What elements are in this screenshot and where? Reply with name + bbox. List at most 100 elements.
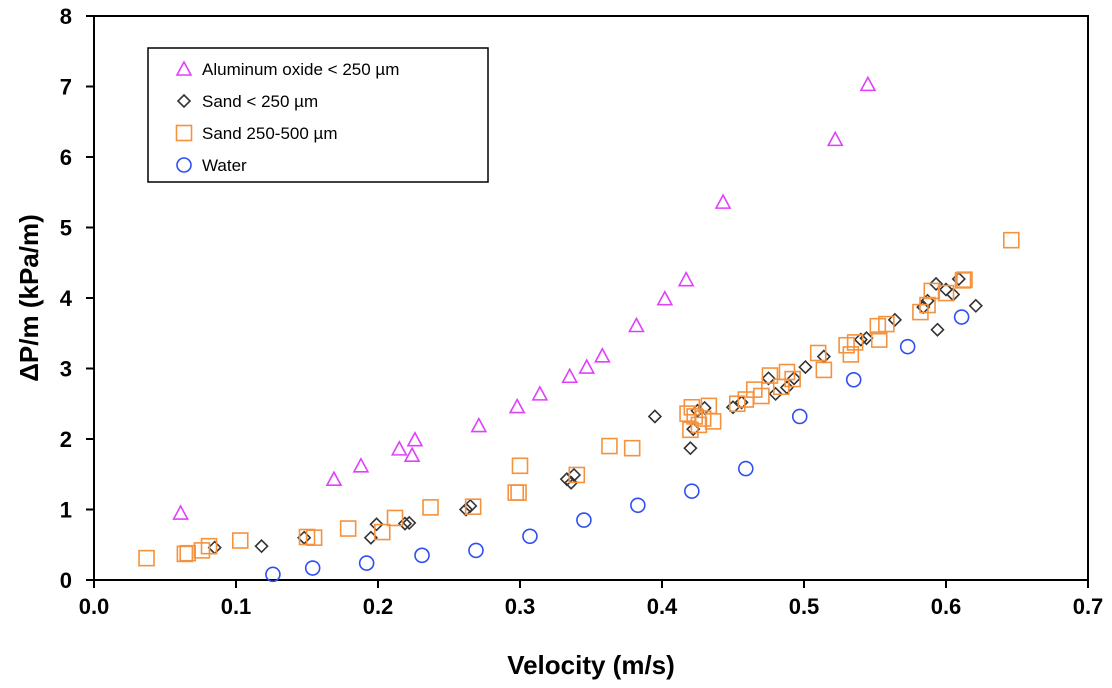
y-tick-label: 2 bbox=[60, 427, 72, 452]
legend-box bbox=[147, 47, 489, 183]
y-tick-label: 7 bbox=[60, 75, 72, 100]
circle-point bbox=[684, 483, 700, 499]
legend-items: Aluminum oxide < 250 µm Sand < 250 µm Sand… bbox=[175, 60, 399, 175]
diamond-point bbox=[761, 371, 776, 386]
triangle-point bbox=[656, 290, 674, 306]
circle-point bbox=[265, 566, 281, 583]
circle-point bbox=[576, 512, 592, 528]
square-point bbox=[138, 549, 155, 567]
diamond-point bbox=[853, 332, 868, 347]
circle-point bbox=[630, 497, 646, 514]
square-point bbox=[809, 344, 827, 362]
circle-point bbox=[737, 460, 754, 477]
x-tick-label: 0.0 bbox=[79, 594, 110, 619]
diamond-point bbox=[397, 516, 413, 531]
data-points bbox=[138, 75, 1020, 583]
square-point bbox=[869, 317, 887, 335]
y-tick-label: 5 bbox=[60, 216, 72, 241]
legend-label: Water bbox=[202, 156, 247, 175]
square-point bbox=[919, 296, 936, 314]
triangle-point bbox=[403, 446, 421, 463]
square-point bbox=[339, 520, 357, 537]
y-tick-label: 8 bbox=[60, 4, 72, 29]
triangle-point bbox=[325, 470, 343, 486]
legend-triangle-marker bbox=[175, 60, 193, 76]
x-tick-label: 0.1 bbox=[221, 594, 252, 619]
square-point bbox=[838, 336, 855, 354]
triangle-point bbox=[561, 367, 579, 384]
x-tick-label: 0.3 bbox=[505, 594, 536, 619]
y-tick-label: 0 bbox=[60, 568, 72, 593]
y-tick-label: 6 bbox=[60, 145, 72, 170]
series-circle bbox=[265, 309, 970, 583]
diamond-point bbox=[930, 322, 945, 337]
square-point bbox=[1003, 231, 1020, 249]
y-axis-ticks: 0 1 2 3 4 5 6 7 8 bbox=[60, 4, 94, 593]
diamond-point bbox=[968, 298, 983, 313]
legend-label: Sand 250-500 µm bbox=[202, 124, 338, 143]
square-point bbox=[956, 271, 973, 288]
triangle-point bbox=[470, 416, 488, 433]
x-tick-label: 0.7 bbox=[1073, 594, 1104, 619]
square-point bbox=[305, 529, 323, 547]
square-point bbox=[846, 334, 864, 351]
legend-label: Aluminum oxide < 250 µm bbox=[202, 60, 399, 79]
triangle-point bbox=[677, 270, 695, 287]
square-point bbox=[694, 410, 712, 427]
circle-point bbox=[358, 555, 375, 571]
circle-point bbox=[899, 338, 916, 355]
diamond-point bbox=[458, 502, 474, 517]
diamond-point bbox=[938, 282, 954, 297]
y-axis-title: ΔP/m (kPa/m) bbox=[14, 214, 44, 382]
square-point bbox=[753, 387, 770, 405]
square-point bbox=[373, 523, 391, 541]
diamond-point bbox=[768, 386, 783, 402]
square-point bbox=[601, 437, 618, 455]
diamond-point bbox=[798, 359, 813, 375]
x-tick-label: 0.4 bbox=[647, 594, 678, 619]
square-point bbox=[878, 315, 895, 333]
square-point bbox=[386, 509, 404, 527]
square-point bbox=[422, 499, 439, 516]
series-triangle bbox=[172, 75, 877, 520]
y-tick-label: 4 bbox=[60, 286, 73, 311]
square-point bbox=[683, 398, 701, 416]
triangle-point bbox=[531, 385, 549, 401]
triangle-point bbox=[390, 440, 408, 456]
diamond-point bbox=[369, 517, 384, 532]
triangle-point bbox=[406, 431, 424, 447]
diamond-point bbox=[786, 371, 802, 386]
square-point bbox=[937, 284, 955, 302]
legend-diamond-marker bbox=[176, 93, 192, 109]
triangle-point bbox=[578, 358, 596, 374]
diamond-point bbox=[887, 312, 903, 327]
square-point bbox=[511, 457, 529, 475]
circle-point bbox=[304, 560, 321, 576]
square-point bbox=[761, 367, 779, 384]
square-point bbox=[464, 498, 482, 515]
x-axis-title: Velocity (m/s) bbox=[507, 650, 675, 680]
circle-point bbox=[845, 371, 862, 388]
x-tick-label: 0.2 bbox=[363, 594, 394, 619]
triangle-point bbox=[172, 504, 189, 520]
diamond-point bbox=[928, 276, 944, 292]
circle-point bbox=[522, 528, 538, 545]
square-point bbox=[728, 395, 746, 413]
square-point bbox=[623, 439, 641, 457]
legend-label: Sand < 250 µm bbox=[202, 92, 318, 111]
x-axis-ticks: 0.0 0.1 0.2 0.3 0.4 0.5 0.6 0.7 bbox=[79, 580, 1104, 619]
y-tick-label: 1 bbox=[60, 498, 72, 523]
x-tick-label: 0.6 bbox=[931, 594, 962, 619]
square-point bbox=[815, 361, 833, 379]
triangle-point bbox=[628, 316, 645, 333]
diamond-point bbox=[647, 409, 663, 424]
diamond-point bbox=[402, 515, 417, 531]
square-point bbox=[568, 466, 586, 484]
square-point bbox=[510, 484, 527, 501]
triangle-point bbox=[859, 75, 877, 92]
square-point bbox=[682, 421, 699, 439]
triangle-point bbox=[826, 130, 844, 147]
legend-circle-marker bbox=[176, 157, 192, 173]
circle-point bbox=[468, 542, 484, 559]
